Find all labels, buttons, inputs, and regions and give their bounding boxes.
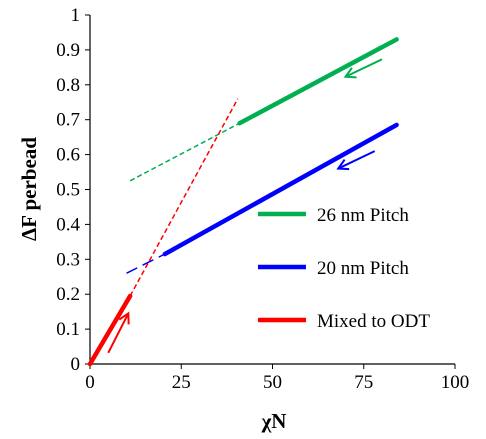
- series-green-arrow-head: [343, 67, 357, 79]
- y-tick-label: 0.4: [56, 214, 80, 235]
- series-blue-arrow-shaft: [337, 150, 376, 170]
- series-red-dashed-line: [129, 98, 239, 297]
- x-tick-label: 50: [263, 372, 282, 393]
- legend-label-blue: 20 nm Pitch: [317, 258, 409, 279]
- legend-label-red: Mixed to ODT: [317, 311, 430, 332]
- y-tick-label: 0: [71, 354, 81, 375]
- y-tick-label: 0.5: [56, 180, 80, 201]
- y-tick-label: 1: [71, 5, 81, 26]
- y-tick-label: 0.3: [56, 249, 80, 270]
- series-blue-solid-line: [162, 122, 399, 257]
- series-green-dashed-line: [129, 122, 240, 182]
- series-green-solid-line: [237, 37, 399, 126]
- y-axis-title: ΔF perbead: [17, 137, 41, 241]
- series-red-arrow-shaft: [107, 312, 130, 354]
- y-tick-label: 0.8: [56, 75, 80, 96]
- legend-label-green: 26 nm Pitch: [317, 205, 409, 226]
- y-tick-label: 0.6: [56, 145, 80, 166]
- x-tick-label: 75: [354, 372, 373, 393]
- series-blue-arrow-head: [336, 159, 350, 171]
- y-tick-label: 0.1: [56, 319, 80, 340]
- series-green-arrow-shaft: [345, 58, 383, 78]
- y-tick-label: 0.7: [56, 110, 80, 131]
- legend: 26 nm Pitch 20 nm Pitch Mixed to ODT: [258, 205, 430, 332]
- x-tick-label: 25: [172, 372, 191, 393]
- series-blue-dashed-line: [126, 253, 166, 274]
- x-tick-label: 0: [85, 372, 95, 393]
- axes: 0 0.1 0.2 0.3 0.4 0.5 0.6 0.7 0.8 0.9 1 0 25 50 75 100: [56, 5, 469, 393]
- plot-area: [87, 37, 399, 367]
- x-tick-label: 100: [441, 372, 470, 393]
- series-red-solid-line: [87, 293, 133, 367]
- x-axis-title: χN: [261, 409, 287, 433]
- y-tick-label: 0.2: [56, 284, 80, 305]
- series-red-arrow-head: [118, 311, 130, 325]
- y-tick-label: 0.9: [56, 40, 80, 61]
